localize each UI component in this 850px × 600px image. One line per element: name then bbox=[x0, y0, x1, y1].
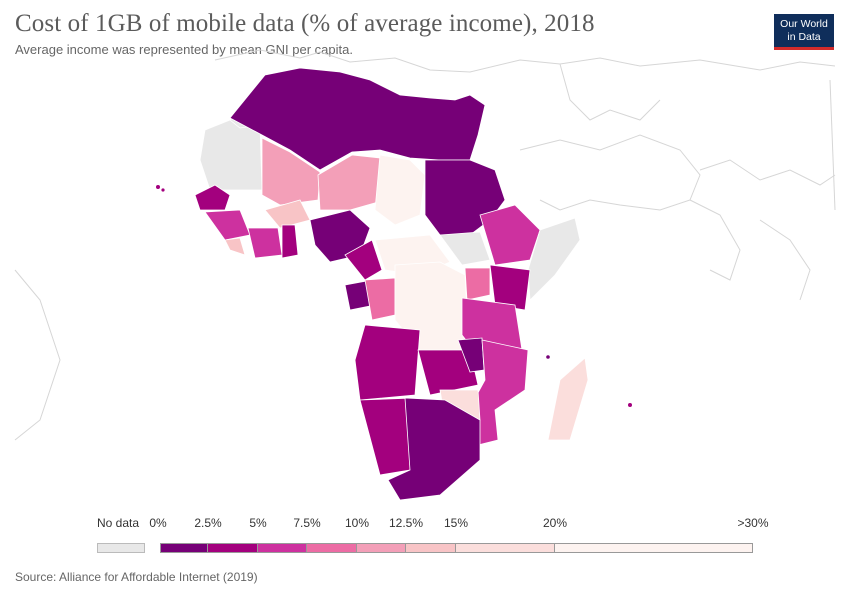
region-ethiopia bbox=[479, 204, 541, 266]
legend-tick-label: 7.5% bbox=[293, 516, 321, 530]
region-uganda bbox=[464, 267, 491, 301]
region-kenya bbox=[489, 264, 531, 311]
background-land-outlines bbox=[14, 49, 836, 441]
region-cameroon bbox=[344, 239, 383, 281]
legend-tick-label: 12.5% bbox=[388, 516, 424, 530]
chart-title: Cost of 1GB of mobile data (% of average… bbox=[15, 10, 595, 37]
legend-tick-label: 20% bbox=[542, 516, 568, 530]
logo-line-2: in Data bbox=[787, 31, 821, 43]
legend-tick-label: 15% bbox=[443, 516, 469, 530]
logo-line-1: Our World bbox=[780, 18, 828, 30]
legend-color-segment bbox=[357, 543, 406, 553]
legend-color-segment bbox=[456, 543, 555, 553]
chart-subtitle: Average income was represented by mean G… bbox=[15, 42, 353, 57]
region-mauritania bbox=[261, 137, 321, 206]
region-cote-divoire bbox=[247, 227, 283, 259]
source-note: Source: Alliance for Affordable Internet… bbox=[15, 570, 258, 584]
legend-tick-label: 10% bbox=[344, 516, 370, 530]
region-madagascar bbox=[547, 357, 589, 441]
region-ghana bbox=[281, 224, 299, 259]
legend-no-data-label: No data bbox=[97, 516, 140, 530]
mauritius-marker bbox=[628, 403, 632, 407]
comoros-marker bbox=[546, 355, 550, 359]
legend-no-data-swatch bbox=[97, 543, 145, 553]
cape-verde-marker-2 bbox=[161, 188, 165, 192]
legend-tick-label: >30% bbox=[737, 516, 769, 530]
region-burkina bbox=[264, 199, 311, 229]
region-botswana-sa bbox=[387, 397, 481, 501]
legend-color-segment bbox=[208, 543, 258, 553]
legend-tick-label: 2.5% bbox=[194, 516, 222, 530]
africa-countries bbox=[194, 67, 589, 501]
region-mozambique bbox=[473, 339, 529, 446]
region-angola bbox=[354, 324, 421, 401]
owid-logo[interactable]: Our World in Data bbox=[774, 14, 834, 50]
legend-tick-label: 0% bbox=[149, 516, 167, 530]
legend-color-segment bbox=[307, 543, 357, 553]
region-zambia bbox=[417, 349, 479, 396]
legend-color-segment bbox=[160, 543, 208, 553]
cape-verde-marker bbox=[156, 185, 160, 189]
legend-tick-label: 5% bbox=[249, 516, 267, 530]
legend-bar-frame bbox=[160, 543, 753, 553]
region-senegal bbox=[194, 184, 231, 211]
region-niger bbox=[374, 154, 426, 226]
region-guinea-area bbox=[204, 209, 251, 241]
region-south-sudan bbox=[439, 231, 491, 266]
island-markers bbox=[156, 185, 632, 407]
region-congo bbox=[364, 277, 396, 321]
region-north-africa bbox=[229, 67, 486, 171]
legend-color-segment bbox=[406, 543, 456, 553]
region-sierra-leone bbox=[224, 237, 246, 256]
legend-color-segment bbox=[258, 543, 307, 553]
